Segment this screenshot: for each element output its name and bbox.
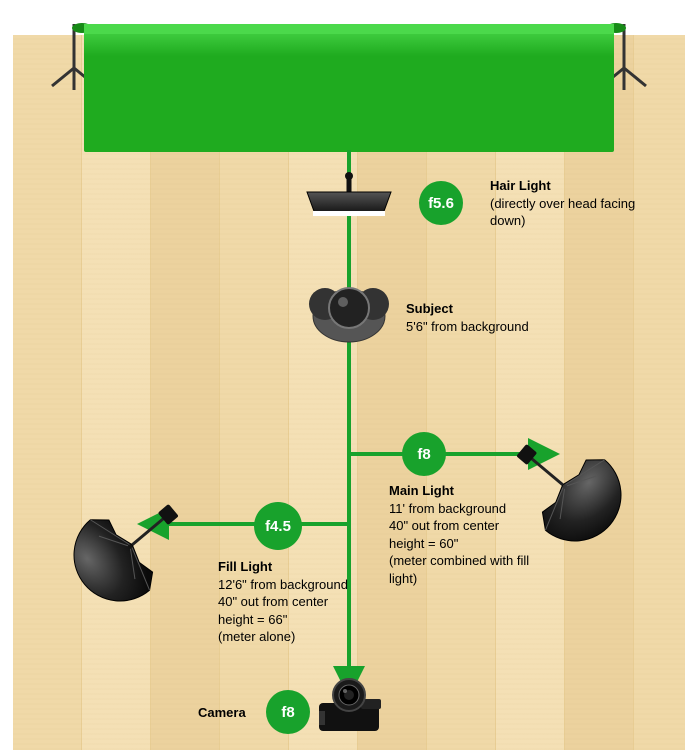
fill-l3: height = 66"	[218, 612, 287, 627]
camera-title: Camera	[198, 705, 246, 720]
main-l4: (meter combined with fill light)	[389, 553, 529, 586]
main-fstop-badge: f8	[402, 432, 446, 476]
subject-title: Subject	[406, 301, 453, 316]
main-l2: 40" out from center	[389, 518, 499, 533]
hair-note: (directly over head facing down)	[490, 196, 635, 229]
fill-title: Fill Light	[218, 559, 272, 574]
main-fstop-value: f8	[417, 446, 430, 463]
fill-light-label: Fill Light 12'6" from background 40" out…	[218, 558, 388, 646]
hair-fstop-value: f5.6	[428, 195, 454, 212]
hair-fstop-badge: f5.6	[419, 181, 463, 225]
fill-l1: 12'6" from background	[218, 577, 348, 592]
fill-l2: 40" out from center	[218, 594, 328, 609]
hair-light-label: Hair Light (directly over head facing do…	[490, 177, 660, 230]
main-light-label: Main Light 11' from background 40" out f…	[389, 482, 559, 587]
main-l1: 11' from background	[389, 501, 506, 516]
subject-label: Subject 5'6" from background	[406, 300, 546, 335]
fill-fstop-badge: f4.5	[254, 502, 302, 550]
fill-fstop-value: f4.5	[265, 518, 291, 535]
fill-l4: (meter alone)	[218, 629, 295, 644]
hair-title: Hair Light	[490, 178, 551, 193]
camera-fstop-value: f8	[281, 704, 294, 721]
camera-label: Camera	[198, 704, 246, 722]
main-title: Main Light	[389, 483, 454, 498]
camera-fstop-badge: f8	[266, 690, 310, 734]
subject-note: 5'6" from background	[406, 319, 529, 334]
main-l3: height = 60"	[389, 536, 458, 551]
